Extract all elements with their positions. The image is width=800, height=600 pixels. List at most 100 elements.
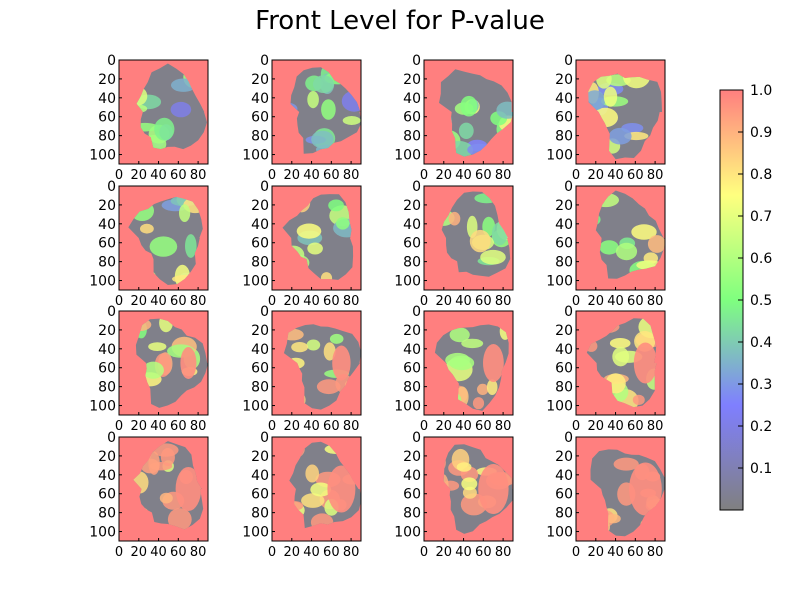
y-tick-label: 20 — [403, 449, 421, 465]
region-hotspot — [480, 249, 506, 265]
colorbar-tick-label: 0.2 — [750, 419, 772, 435]
region-hotspot — [307, 242, 323, 255]
x-tick-label: 20 — [284, 168, 301, 183]
y-tick-label: 80 — [251, 380, 269, 396]
x-tick-label: 60 — [627, 168, 644, 183]
panel-frame — [575, 436, 666, 542]
x-tick-label: 80 — [647, 294, 664, 309]
region-hotspot — [478, 464, 509, 514]
y-tick-label: 40 — [251, 91, 269, 107]
region-hotspot — [301, 493, 325, 508]
y-tick-label: 60 — [403, 236, 421, 252]
y-tick-label: 60 — [98, 236, 116, 252]
region-hotspot — [316, 379, 341, 395]
panel-frame — [575, 185, 666, 291]
x-tick-label: 0 — [572, 419, 580, 434]
y-tick-label: 40 — [403, 342, 421, 358]
y-tick-label: 60 — [251, 487, 269, 503]
y-tick-label: 80 — [403, 255, 421, 271]
x-tick-label: 40 — [303, 294, 320, 309]
y-tick-label: 0 — [412, 53, 421, 69]
region-hotspot — [305, 464, 320, 483]
y-tick-label: 100 — [242, 399, 269, 415]
region-hotspot — [615, 242, 638, 261]
y-tick-label: 100 — [89, 148, 116, 164]
panel-frame — [423, 185, 514, 291]
y-tick-label: 40 — [251, 342, 269, 358]
y-tick-label: 100 — [242, 148, 269, 164]
x-tick-label: 80 — [343, 294, 360, 309]
y-tick-label: 20 — [555, 323, 573, 339]
panel-frame — [118, 436, 209, 542]
x-tick-label: 0 — [115, 294, 123, 309]
x-tick-label: 80 — [647, 545, 664, 560]
colorbar-tick-label: 0.8 — [750, 167, 772, 183]
x-tick-label: 60 — [475, 419, 492, 434]
region-hotspot — [154, 117, 175, 141]
region-hotspot — [321, 99, 336, 120]
x-tick-label: 40 — [150, 419, 167, 434]
panel-frame — [271, 59, 362, 165]
y-tick-label: 100 — [394, 399, 421, 415]
colorbar-tick-label: 0.1 — [750, 461, 772, 477]
region-hotspot — [296, 223, 322, 239]
region-hotspot — [608, 127, 632, 145]
y-tick-label: 100 — [89, 525, 116, 541]
y-tick-label: 20 — [98, 323, 116, 339]
y-tick-label: 20 — [251, 198, 269, 214]
region-hotspot — [449, 355, 475, 371]
region-hotspot — [175, 467, 202, 511]
y-tick-label: 100 — [242, 525, 269, 541]
y-tick-label: 100 — [394, 148, 421, 164]
y-tick-label: 80 — [98, 380, 116, 396]
panel-frame — [118, 185, 209, 291]
region-hotspot — [291, 342, 308, 353]
y-tick-label: 40 — [98, 217, 116, 233]
y-tick-label: 0 — [107, 304, 116, 320]
x-tick-label: 60 — [323, 168, 340, 183]
panel-frame — [575, 310, 666, 416]
x-tick-label: 80 — [190, 419, 207, 434]
x-tick-label: 80 — [495, 168, 512, 183]
y-tick-label: 40 — [403, 91, 421, 107]
panel-region — [588, 73, 662, 160]
region-hotspot — [336, 217, 350, 230]
y-tick-label: 40 — [403, 468, 421, 484]
region-hotspot — [148, 342, 167, 351]
region-hotspot — [170, 101, 192, 118]
y-tick-label: 20 — [403, 198, 421, 214]
x-tick-label: 0 — [572, 168, 580, 183]
region-hotspot — [149, 236, 178, 257]
x-tick-label: 20 — [436, 419, 453, 434]
x-tick-label: 80 — [190, 294, 207, 309]
colorbar-tick-label: 0.6 — [750, 251, 772, 267]
region-hotspot — [179, 204, 191, 223]
x-tick-label: 0 — [115, 545, 123, 560]
y-tick-label: 80 — [98, 506, 116, 522]
x-tick-label: 0 — [115, 419, 123, 434]
x-tick-label: 20 — [436, 168, 453, 183]
x-tick-label: 40 — [607, 419, 624, 434]
colorbar-tick-label: 1.0 — [750, 83, 772, 99]
y-tick-label: 20 — [98, 449, 116, 465]
region-hotspot — [633, 342, 657, 384]
y-tick-label: 20 — [403, 72, 421, 88]
x-tick-label: 0 — [572, 545, 580, 560]
y-tick-label: 60 — [403, 361, 421, 377]
y-tick-label: 80 — [555, 506, 573, 522]
y-tick-label: 20 — [251, 72, 269, 88]
x-tick-label: 60 — [170, 545, 187, 560]
y-tick-label: 0 — [107, 179, 116, 195]
x-tick-label: 0 — [268, 419, 276, 434]
y-tick-label: 20 — [555, 449, 573, 465]
x-tick-label: 60 — [170, 419, 187, 434]
y-tick-label: 60 — [251, 236, 269, 252]
y-tick-label: 0 — [260, 179, 269, 195]
x-tick-label: 20 — [131, 168, 148, 183]
